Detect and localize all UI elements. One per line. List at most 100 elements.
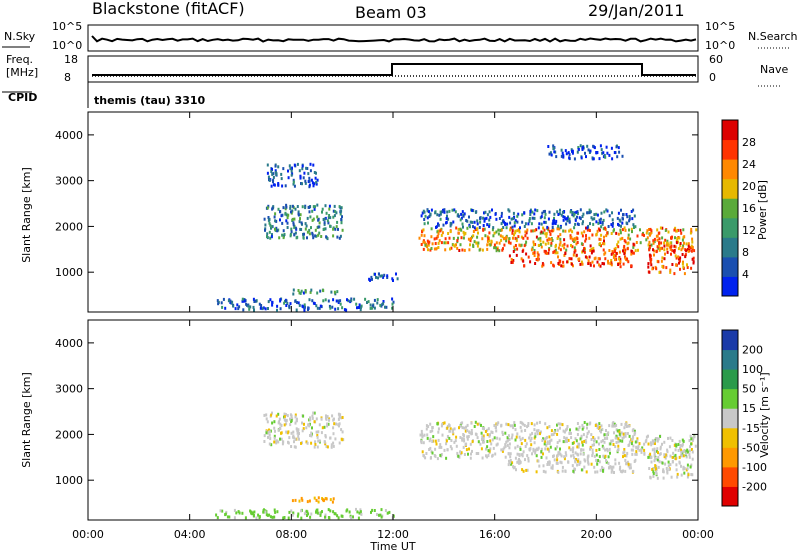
scatter-cell (281, 184, 284, 188)
scatter-cell (324, 204, 327, 208)
scatter-cell (268, 433, 271, 437)
scatter-cell (671, 460, 674, 464)
scatter-cell (270, 225, 273, 229)
scatter-cell (424, 214, 427, 218)
scatter-cell (557, 224, 560, 228)
scatter-cell (290, 210, 292, 214)
scatter-cell (440, 453, 443, 456)
y-tick-label: 3000 (55, 383, 83, 396)
scatter-cell (262, 306, 265, 310)
scatter-cell (471, 208, 474, 212)
scatter-cell (651, 439, 654, 443)
scatter-cell (527, 422, 530, 425)
scatter-cell (488, 210, 491, 214)
scatter-cell (615, 252, 618, 255)
scatter-cell (548, 439, 551, 443)
scatter-cell (650, 263, 653, 267)
scatter-cell (689, 465, 692, 469)
scatter-cell (488, 449, 491, 453)
scatter-cell (659, 226, 662, 230)
colorbar-cell (722, 427, 738, 448)
scatter-cell (576, 215, 578, 219)
scatter-cell (423, 234, 426, 238)
scatter-cell (627, 260, 630, 264)
scatter-cell (588, 236, 591, 240)
scatter-cell (321, 210, 323, 214)
scatter-cell (325, 417, 328, 421)
scatter-cell (307, 512, 310, 516)
scatter-cell (319, 304, 322, 308)
noise-tick-bottom-left: 10^0 (52, 39, 82, 52)
scatter-cell (580, 242, 583, 246)
scatter-cell (654, 442, 656, 445)
scatter-cell (250, 510, 253, 514)
scatter-cell (630, 227, 633, 231)
scatter-cell (244, 516, 247, 520)
scatter-cell (313, 207, 316, 211)
scatter-cell (687, 473, 690, 477)
scatter-cell (224, 306, 227, 310)
scatter-cell (540, 215, 543, 219)
scatter-cell (598, 218, 601, 222)
scatter-cell (440, 241, 443, 245)
scatter-cell (277, 440, 280, 444)
scatter-cell (546, 426, 549, 430)
scatter-cell (512, 236, 514, 240)
scatter-cell (238, 305, 241, 309)
scatter-cell (439, 210, 442, 214)
scatter-cell (560, 213, 563, 217)
scatter-cell (521, 220, 524, 224)
scatter-cell (311, 299, 314, 303)
scatter-cell (486, 247, 489, 251)
scatter-cell (534, 451, 537, 455)
scatter-cell (311, 181, 314, 185)
scatter-cell (562, 215, 565, 219)
scatter-cell (666, 450, 669, 454)
scatter-cell (636, 437, 639, 441)
scatter-cell (311, 231, 314, 235)
scatter-cell (589, 421, 592, 425)
scatter-cell (513, 233, 515, 237)
scatter-cell (483, 217, 486, 221)
scatter-cell (599, 242, 601, 246)
scatter-cell (274, 169, 277, 173)
scatter-cell (452, 432, 455, 436)
scatter-cell (535, 454, 538, 458)
scatter-cell (563, 457, 566, 461)
scatter-cell (449, 247, 451, 251)
scatter-cell (613, 431, 615, 435)
scatter-cell (578, 257, 581, 261)
scatter-cell (617, 437, 620, 441)
scatter-cell (428, 448, 431, 451)
scatter-cell (656, 238, 659, 242)
scatter-cell (235, 511, 238, 515)
scatter-cell (299, 291, 302, 295)
scatter-cell (564, 149, 567, 153)
scatter-cell (580, 468, 583, 472)
scatter-cell (277, 421, 280, 425)
scatter-cell (476, 244, 479, 248)
scatter-cell (559, 460, 562, 464)
scatter-cell (294, 207, 297, 211)
scatter-cell (305, 426, 308, 430)
scatter-cell (690, 442, 693, 446)
scatter-cell (573, 240, 576, 243)
scatter-cell (537, 429, 540, 433)
cpid-strip: CPID themis (tau) 3310 (2, 82, 206, 108)
scatter-cell (551, 466, 554, 470)
scatter-cell (596, 470, 599, 474)
scatter-cell (603, 154, 606, 157)
scatter-cell (495, 246, 497, 250)
scatter-cell (653, 452, 656, 456)
scatter-cell (562, 229, 565, 233)
scatter-cell (279, 422, 282, 426)
scatter-cell (600, 244, 602, 248)
scatter-cell (526, 425, 529, 429)
scatter-cell (571, 441, 574, 445)
scatter-cell (565, 152, 568, 156)
scatter-cell (451, 208, 454, 212)
scatter-cell (337, 307, 340, 311)
scatter-cell (612, 251, 614, 255)
scatter-cell (643, 442, 646, 446)
scatter-cell (280, 424, 283, 427)
